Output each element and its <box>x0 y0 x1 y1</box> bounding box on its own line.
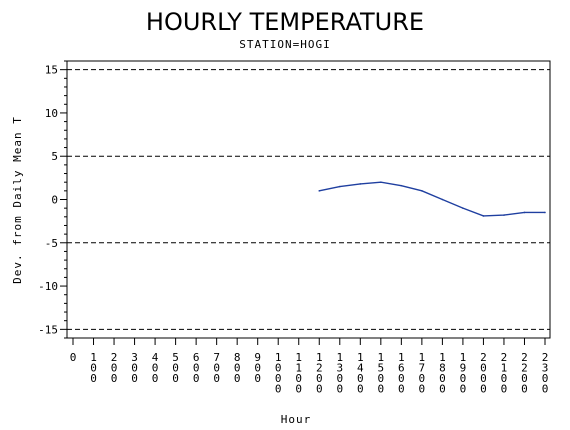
data-point <box>318 190 321 192</box>
x-axis: 0 1 0 0 2 0 0 3 0 0 4 0 0 5 0 0 6 0 0 7 0 0 8 0 0 9 0 0 1 0 0 0 1 1 0 0 1 2 0 0… <box>70 338 549 396</box>
y-tick-label: 10 <box>45 107 58 120</box>
x-tick-label: 0 <box>70 351 77 364</box>
data-point <box>462 207 464 209</box>
y-tick-label: 0 <box>51 194 58 207</box>
data-point <box>338 185 341 188</box>
y-tick-label: 15 <box>45 64 58 77</box>
data-point <box>421 190 423 192</box>
x-axis-label: Hour <box>281 413 312 426</box>
y-tick-label: -5 <box>45 237 58 250</box>
data-point <box>380 181 382 183</box>
y-axis-label: Dev. from Daily Mean T <box>11 116 24 284</box>
data-point <box>503 214 505 216</box>
data-point <box>523 211 526 214</box>
series-layer <box>318 181 546 217</box>
chart-subtitle: STATION=HOGI <box>239 38 330 51</box>
data-point <box>482 215 485 217</box>
reference-lines <box>67 69 550 330</box>
y-tick-label: -10 <box>38 280 58 293</box>
data-point <box>359 183 362 185</box>
y-axis: -15 -10 -5 0 5 10 15 <box>38 60 67 339</box>
data-point <box>441 198 444 201</box>
y-tick-label: -15 <box>38 323 58 336</box>
y-tick-label: 5 <box>51 150 58 163</box>
chart-title: HOURLY TEMPERATURE <box>146 8 424 36</box>
series-line <box>319 181 545 217</box>
plot-frame <box>66 60 551 339</box>
data-point <box>400 184 403 187</box>
data-point <box>544 211 546 214</box>
